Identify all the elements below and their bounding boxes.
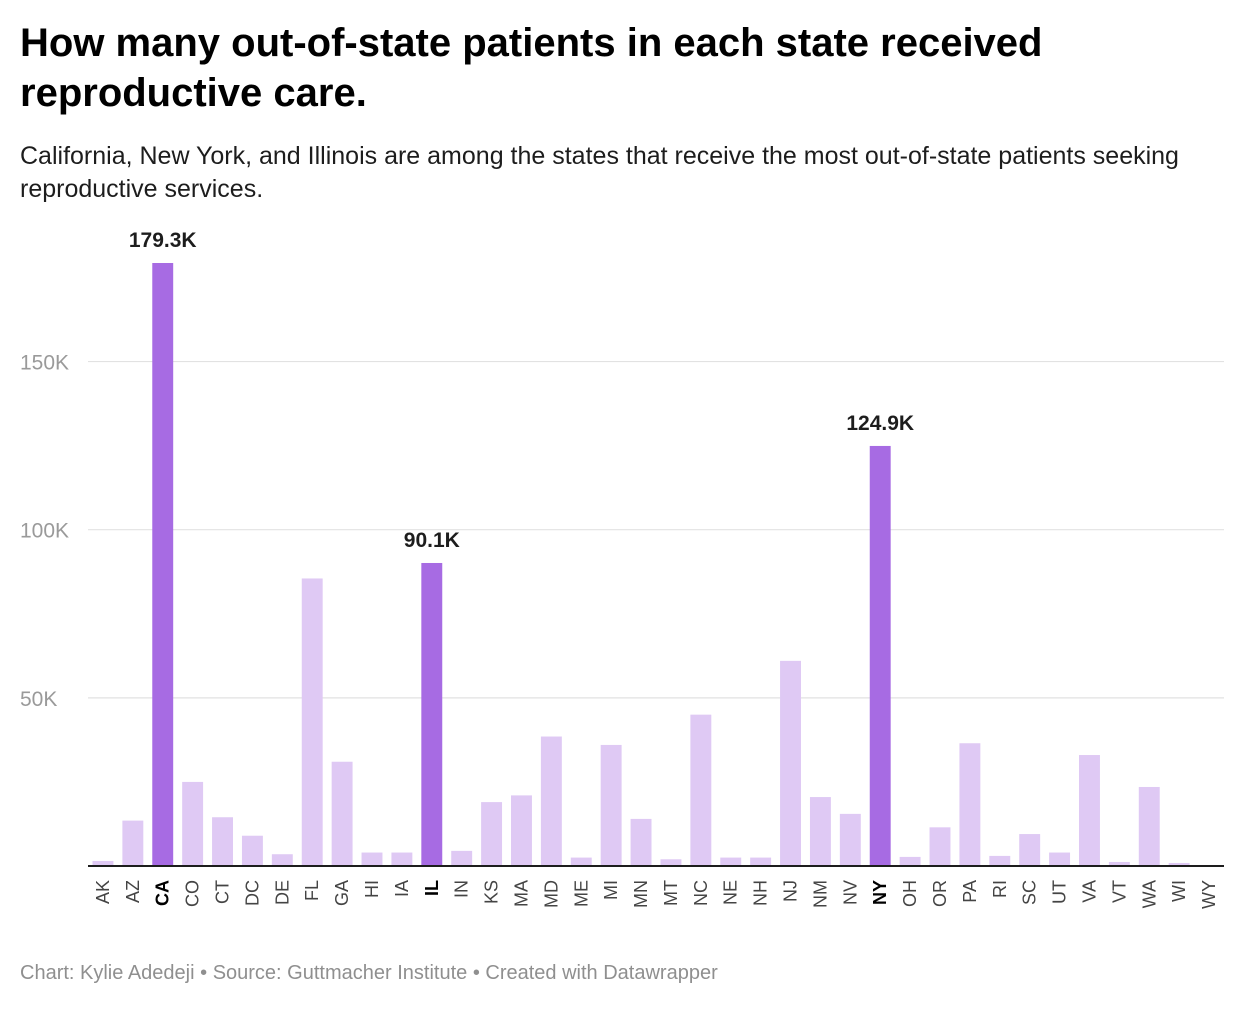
x-tick-label: CA (153, 880, 173, 906)
x-tick-label: AK (93, 880, 113, 904)
bar-sc (1019, 834, 1041, 866)
x-tick-label: MD (541, 880, 561, 908)
bar-ak (92, 860, 114, 866)
value-label: 124.9K (846, 412, 914, 435)
x-tick-label: NC (691, 880, 711, 906)
bar-or (929, 827, 951, 866)
value-label: 179.3K (129, 229, 197, 252)
gridlines: 50K 100K 150K (20, 352, 1224, 711)
footer-separator: • (472, 962, 480, 984)
bar-ca (152, 263, 174, 866)
chart-title: How many out-of-state patients in each s… (20, 21, 1043, 115)
bar-co (182, 781, 204, 866)
bar-nc (690, 714, 712, 866)
x-tick-label: NE (721, 880, 741, 905)
x-tick-label: KS (482, 880, 502, 904)
bar-wa (1138, 786, 1160, 866)
bar-ne (720, 857, 742, 866)
x-tick-label: WI (1169, 880, 1189, 902)
x-tick-label: CO (183, 880, 203, 907)
bar-ks (481, 802, 503, 866)
bar-dc (241, 835, 263, 866)
source-credit: Source: Guttmacher Institute (212, 962, 468, 984)
bar-hi (361, 852, 383, 866)
bar-ia (391, 852, 413, 866)
x-tick-label: MT (661, 880, 681, 906)
x-tick-label: IA (392, 880, 412, 897)
x-tick-label: OR (930, 880, 950, 907)
bar-mn (630, 818, 652, 866)
x-tick-label: VA (1079, 880, 1099, 903)
bar-fl (301, 578, 323, 866)
bar-nm (809, 797, 831, 866)
y-tick-label: 100K (20, 520, 69, 543)
x-tick-label: OH (900, 880, 920, 907)
value-labels: 179.3K 90.1K 124.9K (129, 229, 914, 552)
x-tick-label: MI (601, 880, 621, 900)
x-tick-label: NJ (781, 880, 801, 902)
x-tick-label: NY (870, 880, 890, 905)
x-axis-ticks: AK AZ CA CO CT DC DE FL GA HI IA IL IN KS MA MD ME MI MN MT… (88, 865, 1224, 909)
x-tick-label: WY (1199, 880, 1219, 909)
bar-wi (1168, 862, 1190, 866)
x-tick-label: DC (242, 880, 262, 906)
bar-nh (750, 857, 772, 866)
y-tick-label: 50K (20, 688, 57, 711)
x-tick-label: CT (213, 880, 233, 904)
x-tick-label: FL (302, 880, 322, 901)
bar-ma (511, 795, 532, 866)
y-tick-label: 150K (20, 352, 69, 375)
x-tick-label: IN (452, 880, 472, 898)
bar-ut (1049, 852, 1071, 866)
x-tick-label: NH (751, 880, 771, 906)
bar-nj (780, 660, 801, 866)
value-label: 90.1K (404, 529, 460, 552)
x-tick-label: WA (1139, 880, 1159, 908)
bar-ga (331, 761, 353, 866)
x-tick-label: DE (272, 880, 292, 905)
x-tick-label: SC (1020, 880, 1040, 905)
x-tick-label: AZ (123, 880, 143, 903)
chart-footer: Chart: Kylie Adedeji • Source: Guttmache… (20, 962, 718, 985)
footer-separator: • (200, 962, 208, 984)
x-tick-label: HI (362, 880, 382, 898)
x-tick-label: ME (571, 880, 591, 907)
x-tick-label: VT (1109, 880, 1129, 903)
bar-ri (989, 855, 1011, 866)
x-tick-label: IL (422, 880, 442, 896)
x-tick-label: GA (332, 880, 352, 906)
bar-mi (600, 744, 622, 866)
bar-de (271, 854, 293, 866)
x-tick-label: NM (810, 880, 830, 908)
bars (92, 263, 1220, 866)
x-tick-label: MN (631, 880, 651, 908)
x-tick-label: PA (960, 880, 980, 903)
x-tick-label: MA (511, 880, 531, 907)
bar-oh (899, 856, 921, 866)
bar-nv (839, 813, 861, 866)
x-tick-label: UT (1050, 880, 1070, 904)
bar-va (1079, 755, 1100, 866)
bar-me (570, 857, 592, 866)
bar-az (122, 820, 144, 866)
bar-ny (869, 445, 891, 866)
bar-il (421, 562, 443, 866)
bar-chart: 50K 100K 150K 179.3K 90.1K 124.9K AK AZ CA CO CT… (20, 229, 1224, 909)
chart-credit: Chart: Kylie Adedeji (20, 962, 195, 984)
bar-in (451, 850, 473, 866)
bar-vt (1108, 861, 1130, 866)
chart-subtitle: California, New York, and Illinois are a… (20, 142, 1179, 203)
bar-mt (660, 859, 682, 866)
bar-md (540, 736, 562, 866)
x-tick-label: RI (990, 880, 1010, 898)
bar-pa (959, 743, 981, 866)
bar-ct (212, 817, 233, 866)
tool-credit: Created with Datawrapper (485, 962, 718, 984)
x-tick-label: NV (840, 880, 860, 905)
